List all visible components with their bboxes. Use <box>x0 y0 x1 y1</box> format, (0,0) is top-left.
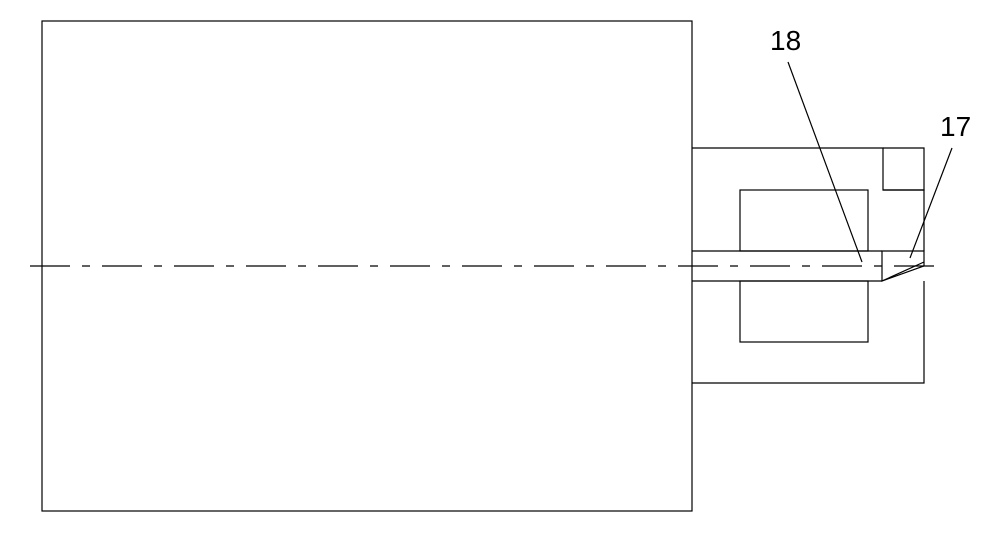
diagram-svg: 18 17 <box>0 0 1000 543</box>
inner-bottom-rect <box>740 281 868 342</box>
leader-17 <box>910 148 952 258</box>
callout-label-17: 17 <box>940 111 971 142</box>
bevel-diag <box>882 262 924 281</box>
leader-18 <box>788 62 862 262</box>
callout-label-18: 18 <box>770 25 801 56</box>
technical-diagram: 18 17 <box>0 0 1000 543</box>
inner-top-rect <box>740 190 868 251</box>
right-assembly-notch <box>883 148 924 190</box>
